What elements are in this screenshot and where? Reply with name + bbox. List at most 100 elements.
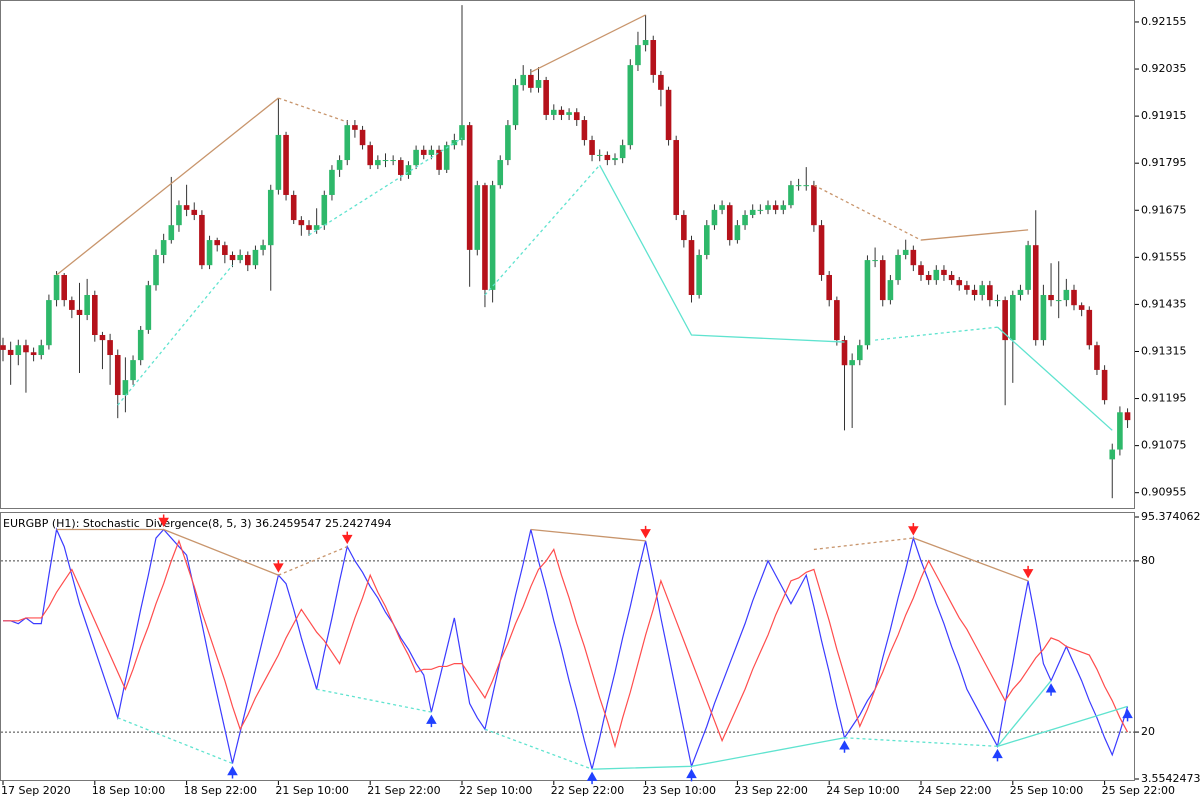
candle-body: [436, 149, 442, 170]
candle-body: [199, 214, 205, 266]
divergence-line: [163, 528, 279, 576]
candle-body: [92, 294, 98, 336]
candle-body: [627, 65, 634, 146]
x-tick-label: 18 Sep 10:00: [92, 784, 165, 797]
divergence-line: [875, 326, 998, 341]
divergence-line: [996, 680, 1052, 747]
y-tick-label: 0.91555: [1141, 250, 1187, 263]
candle-body: [76, 309, 83, 315]
candle-body: [137, 329, 144, 361]
signal-arrow: [586, 771, 598, 785]
candle-body: [681, 214, 687, 241]
candle-body: [237, 254, 243, 261]
y-tick-label: 0.91915: [1141, 109, 1187, 122]
candle-body: [918, 265, 924, 275]
candle-body: [329, 169, 335, 195]
candle-body: [1078, 305, 1085, 310]
candle-body: [474, 185, 481, 250]
signal-arrow: [426, 714, 437, 728]
divergence-line: [530, 528, 646, 542]
candle-body: [405, 165, 412, 175]
candle-body: [742, 214, 748, 226]
candle-body: [780, 205, 787, 210]
candle-body: [505, 125, 511, 161]
candle-body: [948, 274, 955, 281]
candle-body: [23, 345, 29, 353]
candle-body: [313, 225, 320, 230]
candle-body: [84, 294, 90, 315]
candle-body: [1032, 245, 1039, 341]
y-tick-label: 3.5542473: [1141, 772, 1200, 785]
candle-body: [879, 260, 886, 301]
candle-body: [122, 380, 129, 396]
candle-body: [290, 194, 297, 221]
candle-body: [925, 274, 932, 281]
candle-body: [933, 269, 940, 281]
candle-body: [520, 74, 526, 86]
candle-body: [352, 125, 358, 130]
candle-body: [711, 209, 718, 226]
candle-body: [864, 260, 871, 346]
y-tick-label: 80: [1141, 554, 1155, 567]
signal-arrow: [992, 748, 1003, 762]
divergence-line: [844, 737, 998, 747]
candle-body: [30, 352, 37, 356]
divergence-line: [813, 184, 922, 241]
candle-body: [872, 260, 878, 262]
candle-body: [719, 205, 725, 210]
candle-body: [107, 340, 113, 356]
divergence-line: [117, 717, 233, 765]
candle-body: [497, 160, 504, 186]
candle-body: [1017, 289, 1024, 295]
candle-body: [46, 300, 52, 346]
candle-body: [726, 205, 733, 241]
candle-body: [857, 345, 863, 361]
signal-arrow: [640, 525, 651, 539]
candle-body: [642, 40, 649, 46]
x-tick-label: 21 Sep 22:00: [367, 784, 440, 797]
y-tick-label: 0.91435: [1141, 297, 1187, 310]
candle-body: [811, 185, 817, 226]
divergence-line: [278, 546, 348, 576]
candle-body: [413, 149, 419, 166]
candle-body: [359, 129, 366, 146]
x-tick-label: 22 Sep 10:00: [459, 784, 532, 797]
candle-body: [459, 125, 465, 141]
x-tick-label: 25 Sep 22:00: [1102, 784, 1175, 797]
candle-body: [1109, 449, 1116, 460]
candle-body: [979, 285, 985, 295]
divergence-line: [920, 229, 1029, 241]
candle-body: [688, 240, 695, 295]
candle-body: [306, 225, 312, 230]
candle-body: [573, 112, 580, 121]
divergence-line: [997, 326, 1113, 431]
divergence-line: [599, 164, 845, 343]
candle-body: [558, 109, 565, 115]
candle-body: [114, 355, 121, 396]
signal-arrow: [908, 523, 919, 536]
candle-body: [428, 149, 435, 155]
candle-body: [956, 280, 963, 286]
candle-body: [275, 134, 282, 190]
divergence-line: [997, 705, 1128, 747]
candle-body: [1071, 289, 1077, 306]
candle-body: [145, 285, 152, 330]
candle-body: [382, 160, 389, 162]
candle-body: [941, 269, 947, 275]
candle-body: [7, 349, 14, 356]
divergence-line: [530, 14, 646, 73]
candle-body: [1025, 245, 1031, 290]
candle-body: [673, 140, 679, 215]
x-tick-label: 23 Sep 22:00: [734, 784, 807, 797]
candle-body: [902, 249, 909, 255]
candle-body: [160, 240, 167, 255]
candle-body: [298, 220, 305, 226]
candle-body: [176, 205, 182, 226]
candle-body: [535, 80, 542, 88]
candle-body: [344, 125, 351, 161]
y-tick-label: 0.90955: [1141, 486, 1187, 499]
divergence-line: [592, 737, 845, 770]
candle-body: [466, 125, 473, 250]
candle-body: [367, 145, 373, 166]
